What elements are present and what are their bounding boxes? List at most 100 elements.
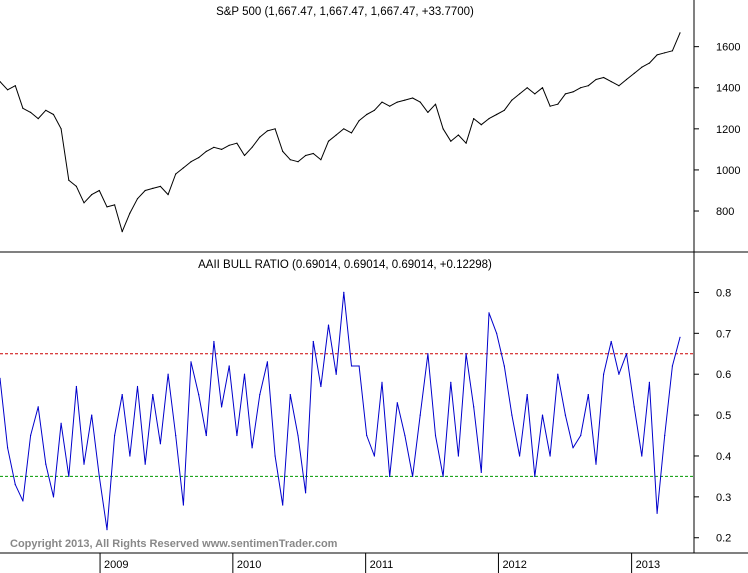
data-point (519, 455, 521, 457)
sp500-title: S&P 500 (1,667.47, 1,667.47, 1,667.47, +… (216, 6, 474, 18)
data-point (641, 66, 643, 68)
data-point (98, 189, 100, 192)
y-tick-label: 0.8 (716, 287, 731, 299)
data-point (213, 340, 215, 343)
data-point (114, 204, 116, 206)
data-point (144, 189, 146, 192)
data-point (335, 134, 337, 136)
data-point (205, 434, 207, 437)
data-point (213, 146, 215, 148)
aaii-reference-lines (0, 353, 694, 477)
data-point (243, 154, 246, 157)
x-tick-label: 2009 (104, 559, 128, 571)
data-point (312, 340, 314, 343)
data-point (312, 152, 314, 155)
data-point (557, 373, 559, 375)
data-point (182, 504, 184, 506)
data-point (236, 434, 238, 437)
data-point (152, 394, 154, 396)
data-point (30, 434, 32, 437)
data-point (427, 353, 429, 355)
data-point (98, 475, 100, 477)
data-point (618, 85, 620, 87)
data-point (30, 111, 32, 113)
data-point (60, 128, 62, 130)
data-point (106, 529, 108, 531)
data-point (91, 414, 93, 416)
data-point (373, 455, 375, 457)
y-tick-label: 800 (716, 206, 734, 218)
data-point (511, 99, 513, 101)
data-point (22, 107, 24, 109)
aaii-panel: AAII BULL RATIO (0.69014, 0.69014, 0.690… (0, 259, 731, 550)
data-point (656, 54, 658, 56)
data-point (282, 150, 284, 152)
data-point (297, 434, 299, 437)
data-point (633, 72, 635, 74)
data-point (671, 365, 674, 367)
data-point (114, 434, 116, 437)
data-point (526, 87, 528, 89)
data-point (457, 455, 459, 457)
data-point (167, 194, 169, 196)
sp500-series (0, 32, 681, 233)
data-point (587, 394, 589, 396)
copyright-text: Copyright 2013, All Rights Reserved www.… (10, 538, 338, 550)
y-tick-label: 0.7 (716, 328, 731, 340)
data-point (419, 414, 421, 416)
data-point (305, 492, 307, 494)
data-point (14, 484, 16, 486)
y-tick-label: 1400 (716, 83, 740, 95)
data-point (595, 78, 597, 81)
data-point (541, 87, 544, 89)
data-point (297, 161, 299, 163)
data-point (167, 373, 169, 375)
data-point (557, 103, 559, 105)
data-point (480, 471, 482, 473)
data-point (350, 132, 353, 134)
data-point (564, 93, 567, 95)
data-point (664, 434, 666, 437)
data-point (320, 159, 322, 161)
data-point (419, 101, 421, 103)
data-point (91, 194, 93, 196)
data-point (358, 365, 360, 367)
data-point (236, 142, 238, 144)
data-point (343, 128, 345, 130)
data-point (121, 231, 123, 233)
aaii-y-axis: 0.2 0.3 0.4 0.5 0.6 0.7 0.8 (694, 287, 731, 545)
data-point (480, 124, 482, 126)
data-point (442, 128, 444, 130)
data-point (412, 97, 414, 99)
data-point (136, 198, 139, 200)
data-point (259, 136, 261, 138)
series-line-0 (0, 291, 681, 531)
data-point (289, 159, 291, 161)
data-point (404, 99, 406, 101)
data-point (534, 93, 536, 95)
y-tick-label: 0.4 (716, 451, 731, 463)
data-point (159, 185, 161, 187)
data-point (129, 455, 131, 457)
data-point (618, 373, 620, 375)
data-point (503, 109, 505, 111)
data-point (473, 406, 475, 408)
data-point (442, 475, 444, 477)
data-point (580, 87, 582, 89)
data-point (381, 381, 383, 383)
data-point (60, 422, 62, 424)
data-point (274, 128, 276, 130)
y-tick-label: 1200 (716, 124, 740, 136)
data-point (603, 373, 605, 375)
data-point (45, 109, 47, 111)
data-point (14, 85, 16, 87)
data-point (434, 103, 437, 105)
x-tick-label: 2010 (237, 559, 261, 571)
data-point (159, 443, 161, 445)
y-tick-label: 1600 (716, 42, 740, 54)
data-point (450, 140, 452, 142)
data-point (282, 504, 284, 506)
y-tick-label: 0.6 (716, 369, 731, 381)
data-point (679, 336, 681, 338)
